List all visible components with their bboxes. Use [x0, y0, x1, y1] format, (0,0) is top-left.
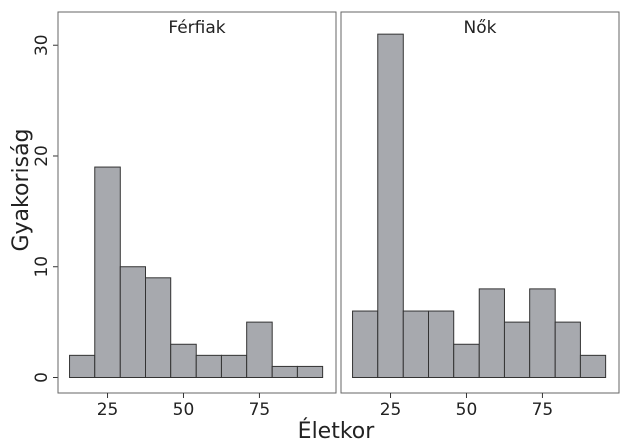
bar	[352, 310, 379, 378]
y-tick-label: 20	[32, 145, 52, 167]
panel-title: Férfiak	[168, 18, 225, 38]
bar	[94, 166, 121, 378]
x-tick-label: 75	[532, 400, 554, 420]
y-tick-label: 10	[32, 256, 52, 278]
bar	[478, 288, 505, 378]
y-tick-label: 30	[32, 34, 52, 56]
x-tick-label: 75	[249, 400, 271, 420]
bar	[145, 277, 172, 378]
bar	[554, 321, 581, 378]
bar	[246, 321, 273, 378]
bar	[170, 343, 197, 378]
x-axis-label: Életkor	[298, 418, 376, 444]
panel-title: Nők	[464, 18, 497, 38]
bar	[220, 354, 248, 378]
bar	[579, 354, 607, 378]
x-tick-label: 25	[97, 400, 119, 420]
panel-border	[340, 11, 620, 394]
bar	[296, 365, 324, 378]
bar	[377, 33, 404, 378]
bar	[503, 321, 531, 378]
bar	[69, 354, 96, 378]
bar	[119, 266, 147, 378]
panel-border	[57, 11, 337, 394]
x-tick-label: 25	[380, 400, 402, 420]
bar	[402, 310, 430, 378]
bar	[529, 288, 556, 378]
bar	[453, 343, 480, 378]
x-tick-label: 50	[173, 400, 195, 420]
y-tick-label: 0	[32, 372, 52, 383]
bar	[271, 365, 298, 378]
x-tick-label: 50	[456, 400, 478, 420]
bar	[428, 310, 455, 378]
bar	[195, 354, 222, 378]
y-axis-label: Gyakoriság	[9, 128, 34, 251]
